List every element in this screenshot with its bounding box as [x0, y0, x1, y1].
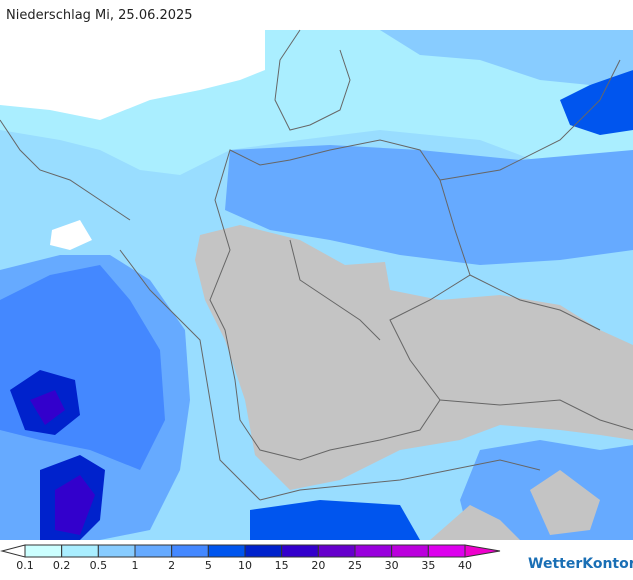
legend-swatch	[134, 544, 173, 558]
legend-swatch	[61, 544, 99, 558]
legend-swatch	[244, 544, 283, 558]
legend-arrow	[464, 544, 501, 558]
map	[0, 29, 633, 540]
legend-label: 10	[238, 559, 252, 572]
brand-logo: WetterKontor	[528, 556, 633, 572]
legend-swatch	[354, 544, 393, 558]
legend-swatch	[171, 544, 209, 558]
legend-swatch	[24, 544, 63, 558]
legend-swatch	[97, 544, 136, 558]
legend-swatch	[317, 544, 356, 558]
legend-label: 20	[311, 559, 325, 572]
legend-label: 0.1	[16, 559, 34, 572]
legend-label: 40	[458, 559, 472, 572]
legend: 0.1 0.2 0.5 1 2 5 10 15 20 25 30 35 40	[0, 544, 501, 572]
legend-label: 25	[348, 559, 362, 572]
legend-label: 30	[385, 559, 399, 572]
legend-swatch	[391, 544, 429, 558]
legend-label: 35	[421, 559, 435, 572]
legend-label: 1	[132, 559, 139, 572]
legend-swatch	[281, 544, 319, 558]
legend-swatch	[427, 544, 466, 558]
legend-label: 0.2	[53, 559, 71, 572]
legend-swatch	[207, 544, 246, 558]
legend-label: 15	[275, 559, 289, 572]
legend-label: 0.5	[90, 559, 108, 572]
map-title: Niederschlag Mi, 25.06.2025	[6, 8, 193, 23]
legend-arrow	[0, 544, 26, 558]
legend-label: 2	[168, 559, 175, 572]
legend-label: 5	[205, 559, 212, 572]
